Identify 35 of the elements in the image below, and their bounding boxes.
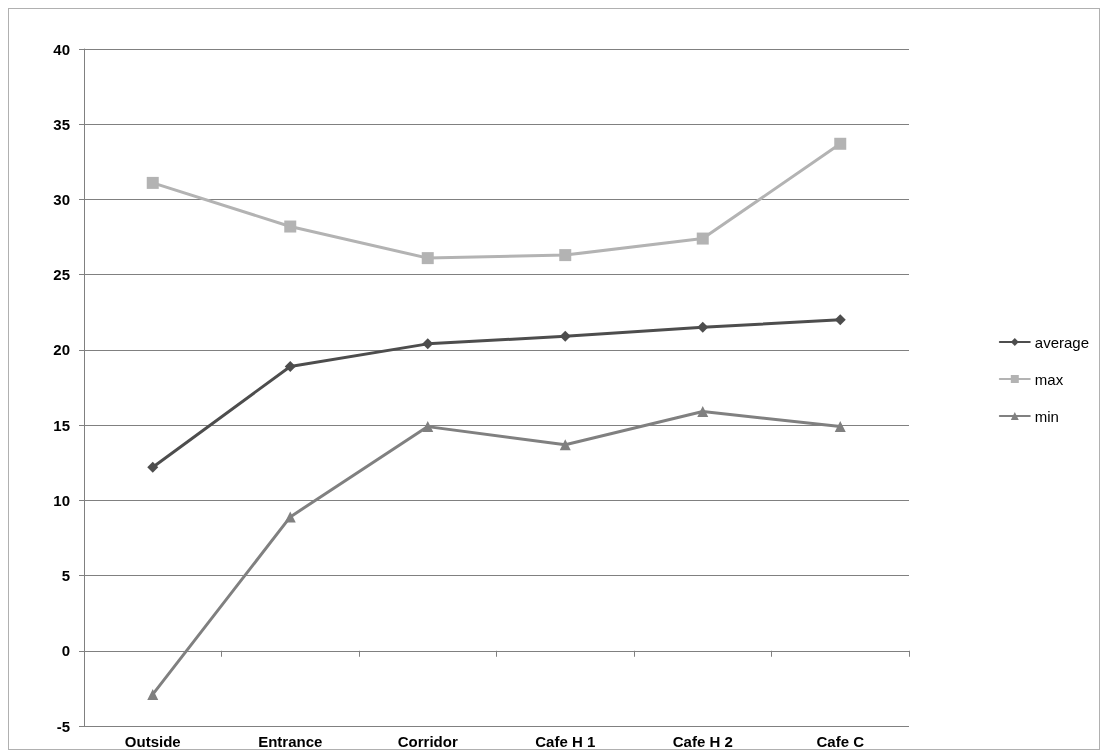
y-tick-label: 35 — [53, 115, 70, 133]
point — [697, 406, 709, 418]
point — [284, 220, 297, 233]
point — [147, 688, 159, 700]
y-tick-label: 10 — [53, 491, 70, 509]
point — [284, 511, 296, 523]
legend-label: max — [1034, 370, 1064, 388]
legend-label: average — [1034, 333, 1090, 351]
y-tick-label: 25 — [53, 266, 70, 284]
y-tick-label: -5 — [56, 717, 70, 735]
x-tick-label: Outside — [124, 733, 181, 750]
point — [834, 421, 846, 433]
point — [696, 232, 709, 245]
point — [422, 421, 434, 433]
x-tick-label: Cafe C — [816, 733, 865, 750]
point — [284, 360, 296, 372]
point — [421, 252, 434, 265]
x-tick-label: Corridor — [397, 733, 458, 750]
point — [834, 314, 846, 326]
point — [697, 321, 709, 333]
legend-label: min — [1034, 407, 1059, 425]
point — [559, 249, 572, 262]
x-tick-label: Cafe H 1 — [535, 733, 596, 750]
point — [834, 137, 847, 150]
point — [147, 461, 159, 473]
y-tick-label: 5 — [61, 567, 70, 585]
x-tick-label: Entrance — [258, 733, 323, 750]
y-tick-label: 15 — [53, 416, 70, 434]
y-tick-label: 30 — [53, 190, 70, 208]
x-tick-label: Cafe H 2 — [672, 733, 733, 750]
point — [559, 439, 571, 451]
y-tick-label: 20 — [53, 341, 70, 359]
point — [146, 176, 159, 189]
y-tick-label: 0 — [61, 642, 70, 660]
y-tick-label: 40 — [53, 40, 70, 58]
